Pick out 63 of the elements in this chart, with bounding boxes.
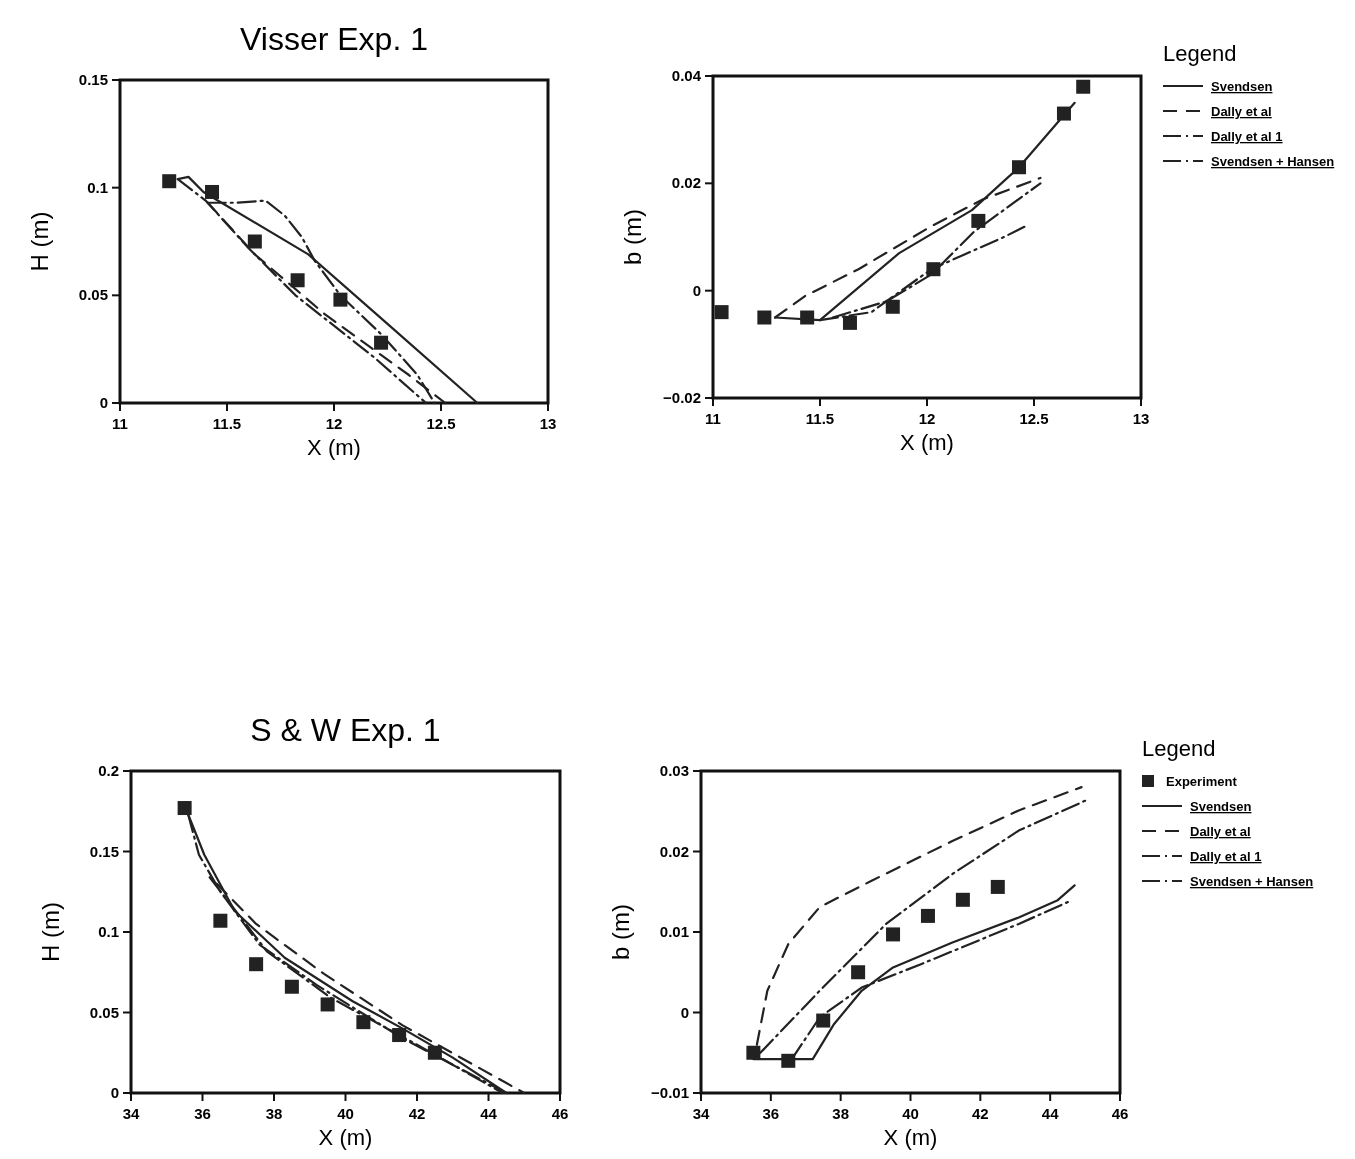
x-tick-label: 34 xyxy=(122,1105,140,1122)
x-tick-label: 42 xyxy=(408,1105,426,1122)
x-tick-label: 46 xyxy=(1111,1105,1129,1122)
x-tick-label: 12.5 xyxy=(1019,410,1049,427)
x-tick-label: 11 xyxy=(705,410,721,427)
x-axis-title: X (m) xyxy=(900,430,954,455)
chart-title: S & W Exp. 1 xyxy=(250,712,441,748)
y-tick-label: 0 xyxy=(110,1084,119,1101)
y-tick-label: 0.15 xyxy=(78,71,108,88)
x-tick-label: 12 xyxy=(325,415,343,432)
legend-label: Svendsen + Hansen xyxy=(1211,154,1335,169)
x-tick-label: 36 xyxy=(194,1105,211,1122)
y-tick-label: 0.2 xyxy=(98,762,119,779)
legend-title: Legend xyxy=(1163,41,1237,66)
x-axis-title: X (m) xyxy=(318,1125,373,1150)
x-tick-label: 38 xyxy=(832,1105,850,1122)
x-tick-label: 46 xyxy=(551,1105,569,1122)
legend-label: Experiment xyxy=(1166,774,1238,789)
y-axis-title: b (m) xyxy=(607,904,634,960)
x-tick-label: 12 xyxy=(918,410,936,427)
y-tick-label: 0.03 xyxy=(659,762,689,779)
x-tick-label: 11.5 xyxy=(212,415,242,432)
legend-title: Legend xyxy=(1142,736,1216,761)
y-tick-label: 0.05 xyxy=(78,286,108,304)
legend-label: Svendsen + Hansen xyxy=(1190,874,1314,889)
legend-label: Dally et al 1 xyxy=(1211,129,1283,144)
x-tick-label: 11.5 xyxy=(805,410,835,427)
x-tick-label: 34 xyxy=(692,1105,710,1122)
legend-label: Dally et al 1 xyxy=(1190,849,1262,864)
y-tick-label: −0.01 xyxy=(651,1084,689,1101)
y-tick-label: 0.1 xyxy=(87,178,108,196)
x-tick-label: 40 xyxy=(902,1105,919,1122)
y-axis-title: b (m) xyxy=(619,209,646,265)
y-tick-label: 0.01 xyxy=(659,923,689,940)
y-axis-title: H (m) xyxy=(37,902,64,962)
y-tick-label: 0.05 xyxy=(89,1003,119,1021)
x-tick-label: 42 xyxy=(971,1105,989,1122)
x-tick-label: 13 xyxy=(539,415,557,432)
x-tick-label: 11 xyxy=(112,415,128,432)
x-tick-label: 12.5 xyxy=(426,415,456,432)
y-tick-label: −0.02 xyxy=(663,389,701,406)
x-tick-label: 13 xyxy=(1132,410,1150,427)
y-tick-label: 0 xyxy=(692,281,701,299)
y-tick-label: 0.02 xyxy=(671,174,701,192)
y-tick-label: 0.02 xyxy=(659,842,689,860)
x-axis-title: X (m) xyxy=(307,435,361,460)
legend-label: Dally et al xyxy=(1211,104,1272,119)
x-tick-label: 44 xyxy=(1041,1105,1060,1122)
y-tick-label: 0.15 xyxy=(89,842,119,860)
legend-label: Svendsen xyxy=(1211,79,1273,94)
y-axis-title: H (m) xyxy=(26,211,53,272)
x-tick-label: 36 xyxy=(762,1105,780,1122)
x-tick-label: 44 xyxy=(480,1105,498,1122)
legend-label: Dally et al xyxy=(1190,824,1251,839)
x-axis-title: X (m) xyxy=(883,1125,938,1150)
x-tick-label: 40 xyxy=(337,1105,354,1122)
chart-title: Visser Exp. 1 xyxy=(240,21,428,57)
y-tick-label: 0 xyxy=(99,394,108,411)
y-tick-label: 0 xyxy=(680,1003,689,1021)
x-tick-label: 38 xyxy=(265,1105,283,1122)
y-tick-label: 0.04 xyxy=(671,67,702,84)
legend-label: Svendsen xyxy=(1190,799,1252,814)
y-tick-label: 0.1 xyxy=(98,923,119,940)
